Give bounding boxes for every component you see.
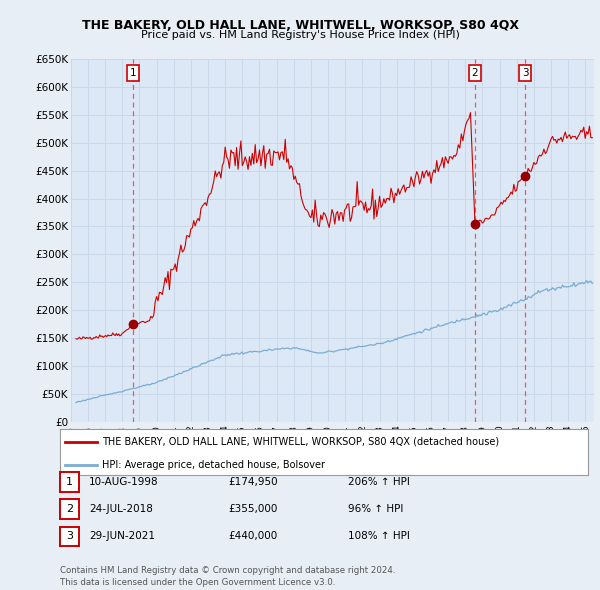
Text: 108% ↑ HPI: 108% ↑ HPI <box>348 532 410 541</box>
Text: HPI: Average price, detached house, Bolsover: HPI: Average price, detached house, Bols… <box>102 460 325 470</box>
Text: THE BAKERY, OLD HALL LANE, WHITWELL, WORKSOP, S80 4QX (detached house): THE BAKERY, OLD HALL LANE, WHITWELL, WOR… <box>102 437 499 447</box>
Text: 3: 3 <box>66 532 73 541</box>
Text: £355,000: £355,000 <box>228 504 277 514</box>
Text: 10-AUG-1998: 10-AUG-1998 <box>89 477 158 487</box>
Text: 96% ↑ HPI: 96% ↑ HPI <box>348 504 403 514</box>
Text: 2: 2 <box>472 68 478 78</box>
Text: Contains HM Land Registry data © Crown copyright and database right 2024.
This d: Contains HM Land Registry data © Crown c… <box>60 566 395 587</box>
Text: THE BAKERY, OLD HALL LANE, WHITWELL, WORKSOP, S80 4QX: THE BAKERY, OLD HALL LANE, WHITWELL, WOR… <box>82 19 518 32</box>
Text: 206% ↑ HPI: 206% ↑ HPI <box>348 477 410 487</box>
Text: £174,950: £174,950 <box>228 477 278 487</box>
Text: 29-JUN-2021: 29-JUN-2021 <box>89 532 155 541</box>
Text: 3: 3 <box>522 68 529 78</box>
Text: 1: 1 <box>66 477 73 487</box>
Text: Price paid vs. HM Land Registry's House Price Index (HPI): Price paid vs. HM Land Registry's House … <box>140 30 460 40</box>
Text: £440,000: £440,000 <box>228 532 277 541</box>
Text: 2: 2 <box>66 504 73 514</box>
Text: 1: 1 <box>130 68 136 78</box>
Text: 24-JUL-2018: 24-JUL-2018 <box>89 504 152 514</box>
